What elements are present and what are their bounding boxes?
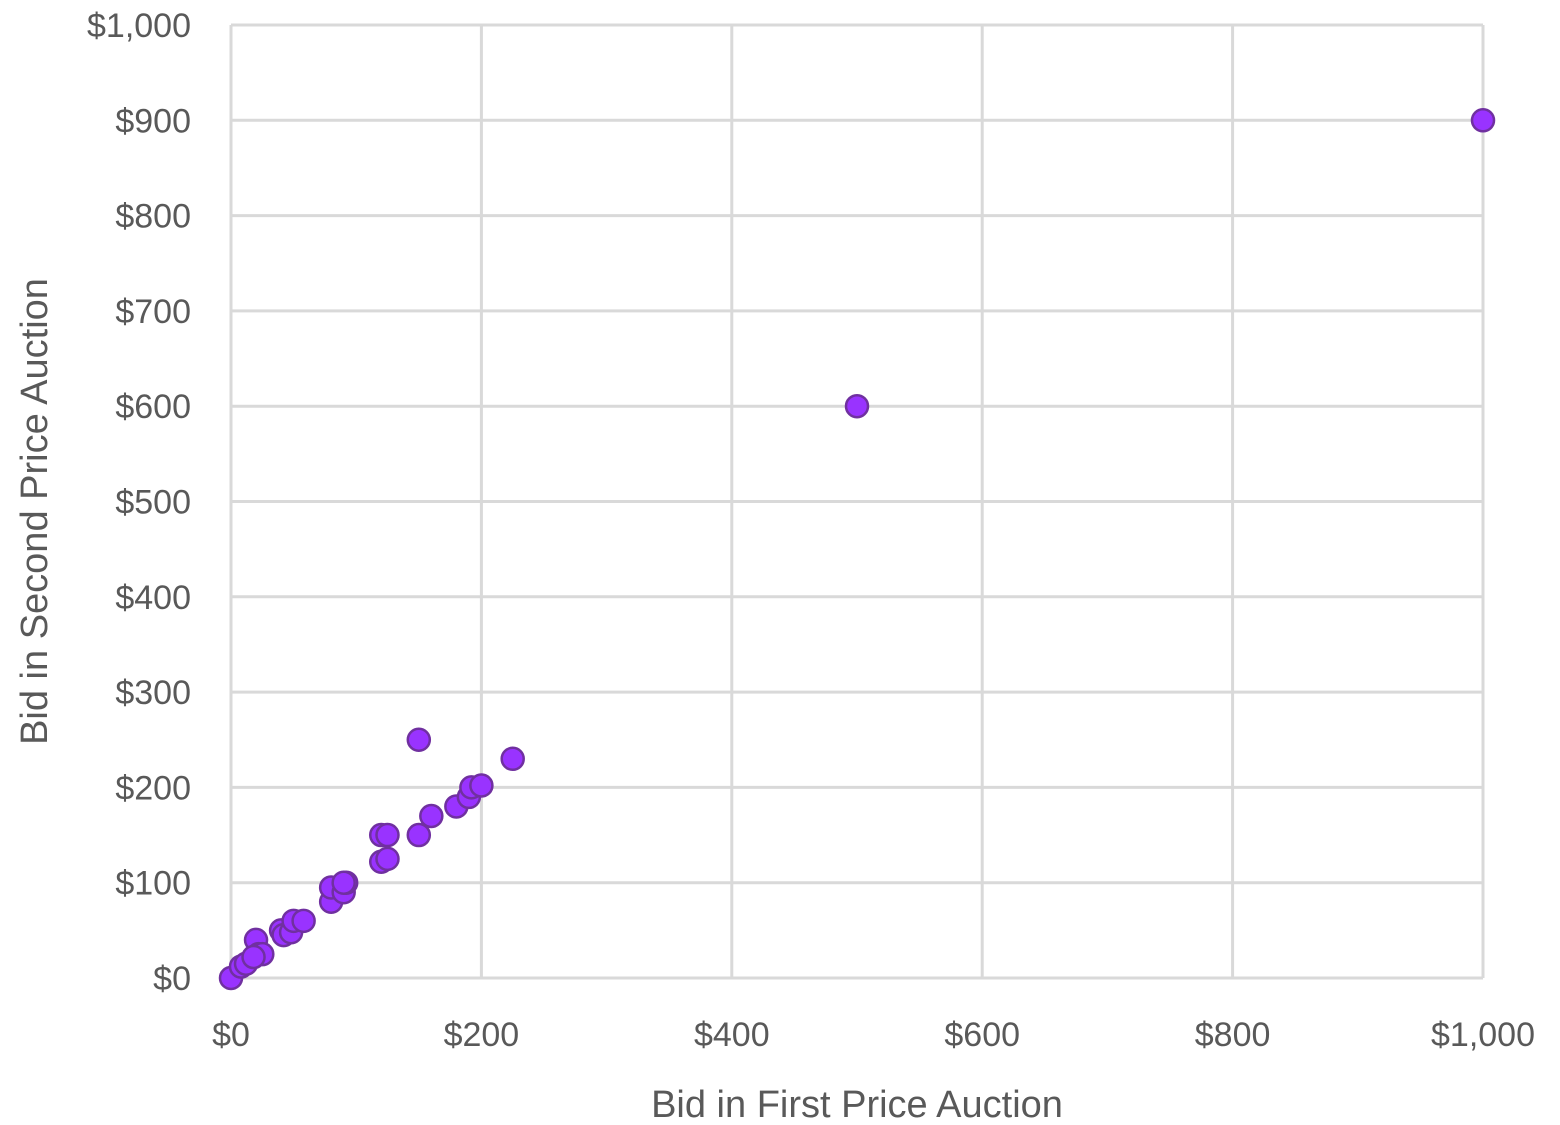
x-tick-label: $1,000 [1431, 1016, 1535, 1054]
y-tick-label: $700 [115, 293, 191, 331]
data-point [500, 746, 525, 772]
grid-layer [229, 23, 1485, 980]
y-tick-labels: $0 $100 $200 $300 $400 $500 $600 $700 $800 $900 $1… [87, 7, 191, 998]
y-tick-label: $600 [115, 388, 191, 426]
y-tick-label: $300 [115, 674, 191, 712]
data-point [331, 870, 356, 895]
x-tick-label: $800 [1195, 1016, 1271, 1054]
x-tick-label: $200 [444, 1016, 520, 1054]
x-tick-label: $400 [694, 1016, 770, 1054]
y-tick-label: $900 [115, 102, 191, 140]
y-tick-label: $800 [115, 198, 191, 236]
x-tick-label: $0 [212, 1016, 250, 1054]
x-axis-title: Bid in First Price Auction [651, 1084, 1063, 1125]
data-point [406, 822, 432, 848]
y-tick-label: $1,000 [87, 7, 191, 45]
y-tick-label: $0 [153, 960, 191, 998]
data-points [218, 108, 1496, 991]
data-point [375, 846, 400, 872]
data-point [291, 908, 316, 934]
x-tick-labels: $0 $200 $400 $600 $800 $1,000 [212, 1016, 1535, 1054]
data-point [375, 822, 400, 848]
data-point [844, 393, 870, 419]
y-tick-label: $200 [115, 769, 191, 807]
y-tick-label: $400 [115, 579, 191, 617]
data-point [1470, 108, 1496, 133]
y-tick-label: $500 [115, 484, 191, 522]
data-point [419, 803, 444, 829]
x-tick-label: $600 [944, 1016, 1020, 1054]
y-axis-title: Bid in Second Price Auction [14, 278, 56, 745]
data-point [241, 944, 266, 970]
data-point [469, 773, 494, 798]
data-point [406, 727, 432, 752]
y-tick-label: $100 [115, 865, 191, 903]
